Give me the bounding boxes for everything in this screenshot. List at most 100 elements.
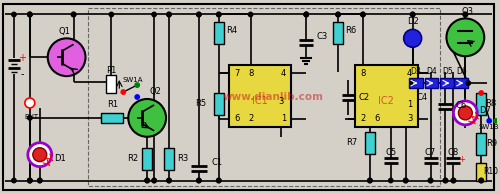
Circle shape: [48, 38, 86, 76]
Circle shape: [167, 178, 171, 183]
Circle shape: [428, 178, 432, 183]
Circle shape: [428, 178, 432, 183]
Circle shape: [444, 178, 448, 183]
Circle shape: [479, 178, 484, 183]
Circle shape: [410, 12, 415, 17]
Circle shape: [487, 119, 492, 123]
Circle shape: [167, 12, 171, 17]
Circle shape: [12, 12, 16, 17]
Circle shape: [72, 12, 76, 17]
Text: D4: D4: [426, 67, 437, 76]
Text: R7: R7: [346, 138, 358, 147]
Circle shape: [72, 12, 76, 17]
Text: +: +: [458, 155, 465, 164]
Circle shape: [216, 178, 221, 183]
Circle shape: [167, 12, 171, 17]
Bar: [214, 23, 224, 44]
Circle shape: [304, 12, 308, 17]
Circle shape: [451, 178, 456, 183]
Circle shape: [145, 178, 150, 183]
Text: P1: P1: [106, 66, 117, 75]
Circle shape: [463, 12, 468, 17]
Circle shape: [135, 83, 140, 87]
Circle shape: [28, 178, 32, 183]
Text: D3: D3: [410, 67, 421, 76]
Bar: [424, 78, 438, 88]
Text: C6: C6: [456, 101, 467, 110]
Circle shape: [458, 106, 472, 120]
Text: D6: D6: [456, 67, 466, 76]
Text: 3: 3: [278, 97, 284, 107]
Circle shape: [28, 12, 32, 17]
Text: R3: R3: [178, 154, 188, 163]
Circle shape: [216, 12, 221, 17]
Bar: [142, 148, 152, 170]
Circle shape: [196, 178, 201, 183]
Bar: [408, 78, 422, 88]
Text: IC1: IC1: [252, 96, 268, 106]
Circle shape: [152, 178, 156, 183]
Circle shape: [38, 178, 42, 183]
Text: Q3: Q3: [462, 7, 473, 16]
Text: C8: C8: [448, 148, 459, 157]
Circle shape: [466, 81, 470, 85]
Circle shape: [25, 98, 35, 108]
Circle shape: [28, 143, 52, 167]
Text: 1: 1: [407, 100, 412, 109]
Text: 3: 3: [407, 114, 412, 123]
Text: -: -: [20, 69, 24, 79]
Text: R2: R2: [126, 154, 138, 163]
Circle shape: [135, 95, 140, 99]
Text: D2: D2: [407, 17, 418, 26]
Text: C4: C4: [416, 93, 427, 101]
Circle shape: [167, 178, 171, 183]
Text: D5: D5: [442, 67, 453, 76]
Circle shape: [304, 12, 308, 17]
Text: 4: 4: [281, 69, 286, 78]
Text: R8: R8: [486, 100, 497, 108]
Circle shape: [463, 12, 468, 17]
Circle shape: [28, 178, 32, 183]
Circle shape: [404, 178, 408, 183]
Text: D1: D1: [54, 154, 66, 163]
Circle shape: [28, 178, 32, 183]
Circle shape: [479, 91, 484, 95]
Circle shape: [145, 178, 150, 183]
Text: www.dianlib.com: www.dianlib.com: [223, 92, 324, 102]
Text: BUT: BUT: [25, 114, 39, 120]
Bar: [476, 133, 486, 155]
Text: R6: R6: [346, 26, 356, 35]
Circle shape: [196, 12, 201, 17]
Text: 8: 8: [360, 69, 366, 78]
Circle shape: [109, 12, 114, 17]
Bar: [106, 75, 117, 93]
Bar: [454, 78, 468, 88]
Text: C1: C1: [211, 158, 222, 167]
Circle shape: [368, 178, 372, 183]
Circle shape: [388, 178, 393, 183]
Text: R5: R5: [196, 100, 206, 108]
Bar: [476, 163, 486, 181]
Text: R1: R1: [107, 100, 118, 109]
Text: 6: 6: [374, 114, 380, 123]
Text: +: +: [18, 53, 26, 63]
Circle shape: [368, 178, 372, 183]
Circle shape: [360, 12, 365, 17]
Bar: [355, 65, 418, 127]
Circle shape: [28, 116, 32, 120]
Bar: [333, 23, 343, 44]
Circle shape: [28, 12, 32, 17]
Circle shape: [152, 178, 156, 183]
Circle shape: [451, 178, 456, 183]
Text: 2: 2: [360, 114, 366, 123]
Bar: [228, 65, 292, 127]
Text: SW1A: SW1A: [123, 77, 144, 83]
Text: C3: C3: [316, 32, 328, 41]
Text: R9: R9: [486, 139, 497, 148]
Circle shape: [444, 178, 448, 183]
Text: 7: 7: [234, 69, 239, 78]
Circle shape: [494, 119, 498, 123]
Circle shape: [360, 12, 365, 17]
Circle shape: [28, 12, 32, 17]
Bar: [476, 93, 486, 115]
